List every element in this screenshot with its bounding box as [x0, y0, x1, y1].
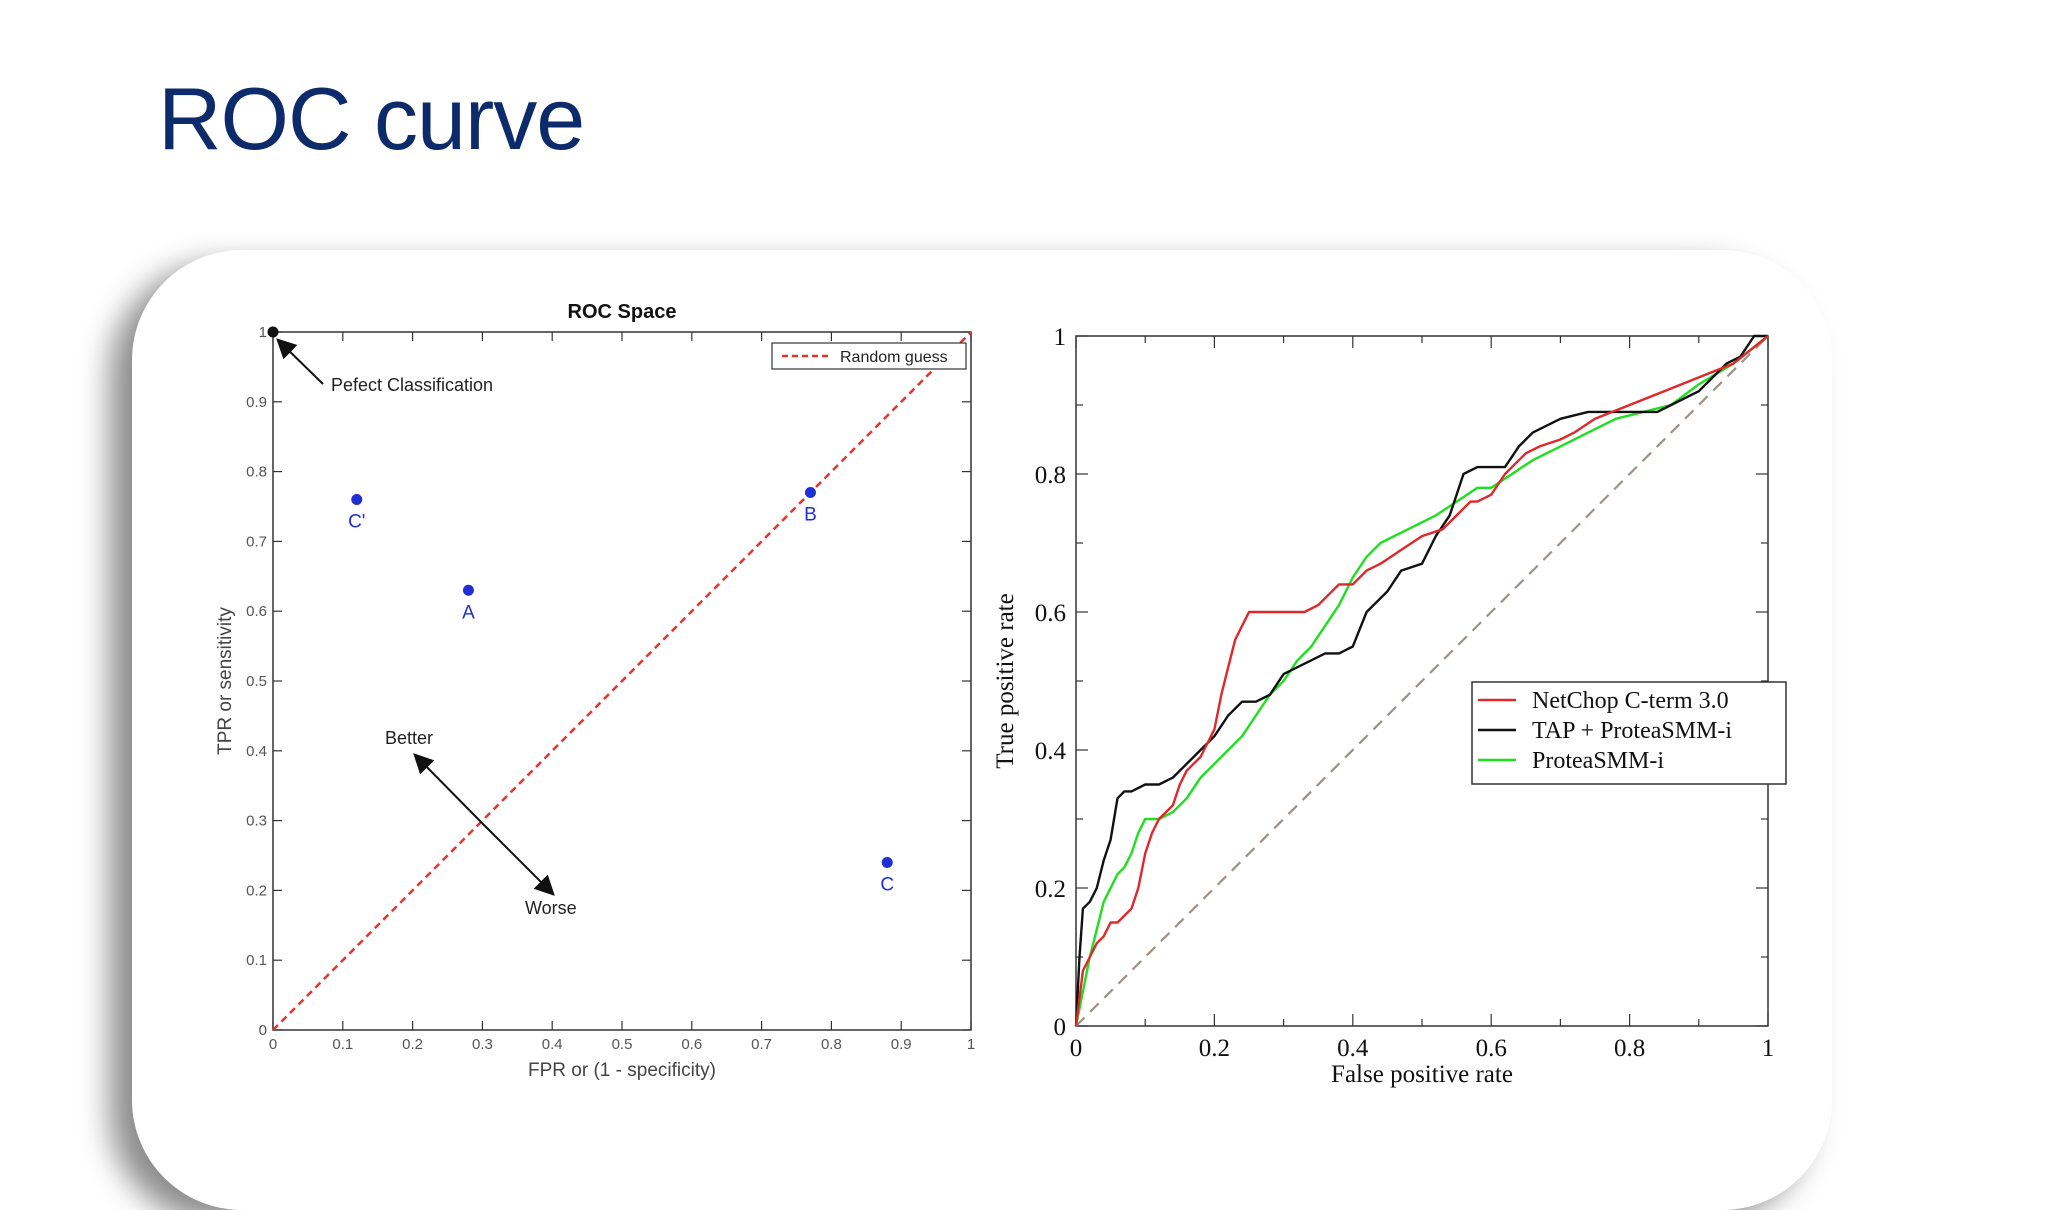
right-legend-label: NetChop C-term 3.0 — [1532, 688, 1729, 714]
right-y-tick-label: 0.4 — [1035, 738, 1067, 765]
roc-curves-chart: 0 0.2 0.4 0.6 0.8 1 0 0.2 0.4 0.6 0.8 1 False posit… — [992, 324, 1787, 1088]
roc-point-C — [881, 856, 893, 868]
left-y-tick-label: 0 — [259, 1022, 267, 1039]
left-x-tick-label: 0 — [269, 1036, 277, 1053]
roc-series-proteasmm-i — [1074, 335, 1769, 1027]
perfect-classification-arrow — [276, 338, 324, 385]
right-legend: NetChop C-term 3.0 TAP + ProteaSMM-i Prote… — [1471, 681, 1787, 785]
right-legend-box — [1471, 681, 1787, 785]
right-x-tick-label: 0.8 — [1614, 1035, 1645, 1062]
left-y-tick-label: 0.2 — [246, 882, 267, 899]
left-y-tick-label: 0.8 — [246, 464, 267, 481]
left-x-tick-label: 0.6 — [681, 1036, 702, 1053]
roc-point-A — [462, 584, 474, 596]
right-x-axis-label: False positive rate — [1331, 1061, 1513, 1088]
left-y-tick-label: 1 — [259, 324, 267, 341]
left-x-tick-label: 1 — [967, 1036, 975, 1053]
roc-point-B — [804, 487, 816, 499]
worse-arrow — [481, 822, 555, 896]
right-x-tick-label: 0.6 — [1476, 1035, 1507, 1062]
left-x-tick-label: 0.5 — [612, 1036, 633, 1053]
left-x-axis-label: FPR or (1 - specificity) — [528, 1060, 716, 1081]
left-x-tick-label: 0.2 — [402, 1036, 423, 1053]
better-label: Better — [385, 728, 433, 748]
right-x-tick-label: 0.2 — [1199, 1035, 1230, 1062]
left-chart-title: ROC Space — [568, 301, 677, 323]
roc-point-label: B — [804, 505, 817, 526]
right-y-tick-label: 0.2 — [1035, 876, 1066, 903]
right-y-tick-label: 0.6 — [1035, 600, 1066, 627]
charts-canvas: 0 0.1 0.2 0.3 0.4 0.5 0.6 0.7 0.8 0.9 1 0 0.1 0.2 0.3 0… — [215, 301, 1787, 1088]
left-x-tick-label: 0.3 — [472, 1036, 493, 1053]
perfect-classification-label: Pefect Classification — [331, 375, 493, 395]
better-arrow — [413, 753, 483, 824]
right-y-tick-label: 0 — [1054, 1014, 1067, 1041]
right-y-tick-label: 0.8 — [1035, 462, 1066, 489]
right-y-tick-label: 1 — [1054, 324, 1067, 351]
roc-point-C' — [351, 494, 363, 506]
left-x-tick-label: 0.7 — [751, 1036, 772, 1053]
left-x-tick-label: 0.1 — [332, 1036, 353, 1053]
right-x-tick-label: 0 — [1070, 1035, 1083, 1062]
legend-random-guess-label: Random guess — [840, 349, 948, 366]
worse-label: Worse — [525, 898, 577, 918]
slide-title: ROC curve — [158, 69, 585, 168]
left-x-tick-label: 0.8 — [821, 1036, 842, 1053]
roc-series-tap-proteasmm-i — [1074, 334, 1768, 1027]
roc-point-label: A — [462, 602, 475, 623]
right-x-tick-label: 0.4 — [1337, 1035, 1369, 1062]
left-legend: Random guess — [771, 342, 967, 370]
left-x-tick-label: 0.4 — [542, 1036, 563, 1053]
roc-series-netchop-c-term-3-0 — [1074, 335, 1769, 1027]
left-y-tick-label: 0.7 — [246, 533, 267, 550]
right-y-axis-label: True positive rate — [992, 593, 1019, 768]
roc-point-label: C' — [348, 512, 365, 533]
left-x-tick-label: 0.9 — [891, 1036, 912, 1053]
left-y-tick-label: 0.1 — [246, 952, 267, 969]
roc-space-chart: 0 0.1 0.2 0.3 0.4 0.5 0.6 0.7 0.8 0.9 1 0 0.1 0.2 0.3 0… — [215, 301, 975, 1081]
right-legend-label: ProteaSMM-i — [1532, 748, 1664, 774]
right-x-tick-label: 1 — [1762, 1035, 1775, 1062]
left-y-tick-label: 0.5 — [246, 673, 267, 690]
left-y-tick-label: 0.4 — [246, 743, 267, 760]
left-y-tick-label: 0.9 — [246, 394, 267, 411]
left-y-tick-label: 0.3 — [246, 813, 267, 830]
right-legend-label: TAP + ProteaSMM-i — [1532, 718, 1732, 744]
chance-diagonal-line — [1075, 335, 1769, 1027]
roc-point-label: C — [880, 874, 894, 895]
left-y-axis-label: TPR or sensitivity — [215, 607, 236, 755]
left-y-tick-label: 0.6 — [246, 603, 267, 620]
random-guess-line — [272, 331, 972, 1031]
roc-point — [267, 326, 279, 338]
